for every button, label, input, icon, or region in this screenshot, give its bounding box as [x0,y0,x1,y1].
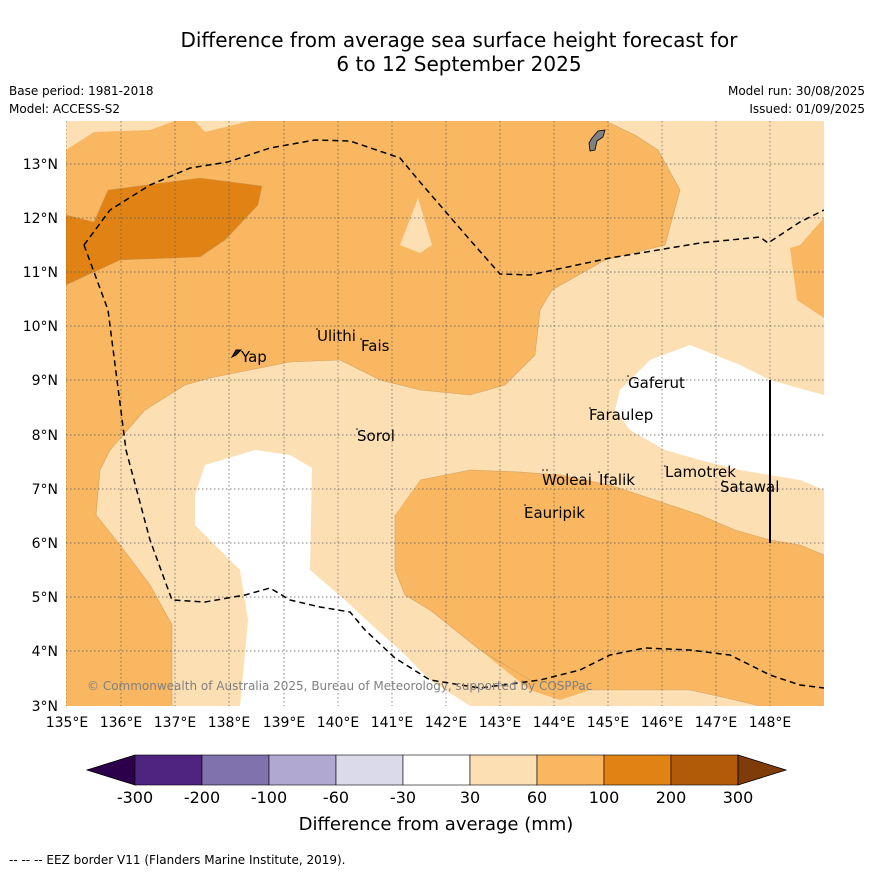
place-label-woleai: Woleai [542,471,592,489]
eez-border-north [83,139,824,276]
colorbar-segment [268,754,337,786]
yap-island [230,349,243,359]
band-30-60-topleft [66,121,175,150]
colorbar-tick-label: 60 [527,788,547,807]
place-label-gaferut: Gaferut [628,374,685,392]
lat-label: 11°N [23,265,58,281]
colorbar-tick-label: 30 [460,788,480,807]
place-label-sorol: Sorol [357,427,395,445]
lat-label: 13°N [23,157,58,173]
band-60-100-east [790,218,824,318]
place-label-ulithi: Ulithi [317,327,356,345]
model-text: Model: ACCESS-S2 [9,102,121,116]
eez-footnote: -- -- -- EEZ border V11 (Flanders Marine… [9,853,346,867]
graticule [66,121,824,706]
lon-label: 144°E [533,715,576,731]
colorbar-segment [335,754,404,786]
colorbar-segment [469,754,538,786]
place-label-yap: Yap [240,348,267,366]
lon-label: 148°E [749,715,792,731]
colorbar-segment [134,754,203,786]
place-label-satawal: Satawal [720,478,779,496]
lon-label: 142°E [425,715,468,731]
band-30-60-topstrip [195,121,250,132]
place-label-ifalik: Ifalik [599,471,635,489]
colorbar-tick-label: 200 [656,788,687,807]
colorbar-tick-label: -60 [323,788,349,807]
band-60-100-south [395,470,824,706]
title-line-1: Difference from average sea surface heig… [180,28,738,52]
band-60-100-southwest [66,470,172,706]
lon-axis-labels: 135°E 136°E 137°E 138°E 139°E 140°E 141°… [46,715,792,731]
lat-axis-labels: 13°N 12°N 11°N 10°N 9°N 8°N 7°N 6°N 5°N … [23,157,58,715]
colorbar-tick-label: -300 [117,788,153,807]
lon-label: 147°E [695,715,738,731]
lat-label: 7°N [32,482,58,498]
issued-text: Issued: 01/09/2025 [749,102,865,116]
colorbar-segment [536,754,605,786]
colorbar-segment [670,754,739,786]
lon-label: 138°E [208,715,251,731]
lon-label: 135°E [46,715,89,731]
meta-right: Model run: 30/08/2025 Issued: 01/09/2025 [728,82,865,118]
colorbar-tick-label: -200 [184,788,220,807]
colorbar-under-arrow [85,754,136,786]
place-label-faraulep: Faraulep [589,406,653,424]
base-period-text: Base period: 1981-2018 [9,84,154,98]
lon-label: 145°E [587,715,630,731]
place-label-lamotrek: Lamotrek [665,463,736,481]
lat-label: 6°N [32,536,58,552]
lon-label: 136°E [100,715,143,731]
band-100-200 [66,178,262,285]
colorbar-segment [603,754,672,786]
lon-label: 141°E [371,715,414,731]
eez-border-south [83,244,824,689]
colorbar-tick-label: 100 [589,788,620,807]
colorbar-tick-label: -100 [251,788,287,807]
place-label-fais: Fais [361,337,390,355]
place-label-eauripik: Eauripik [524,504,585,522]
lon-label: 137°E [154,715,197,731]
lon-label: 140°E [317,715,360,731]
band-neutral-east [615,345,824,490]
model-run-text: Model run: 30/08/2025 [727,84,865,98]
lat-label: 9°N [32,373,58,389]
lat-label: 5°N [32,590,58,606]
meta-left: Base period: 1981-2018 Model: ACCESS-S2 [9,82,154,118]
lat-label: 4°N [32,644,58,660]
colorbar-segment [402,754,471,786]
colorbar-tick-label: 300 [723,788,754,807]
contour-fill [66,121,824,706]
colorbar-tick-labels: -300 -200 -100 -60 -30 30 60 100 200 300 [117,788,753,807]
colorbar [85,754,788,786]
band-neutral-west [195,450,470,706]
colorbar-over-arrow [737,754,788,786]
lon-label: 139°E [263,715,306,731]
lat-label: 10°N [23,319,58,335]
band-30-60-pocket [400,198,432,253]
colorbar-segment [201,754,270,786]
copyright-text: © Commonwealth of Australia 2025, Bureau… [87,679,592,693]
guam-island [588,129,606,152]
title-line-2: 6 to 12 September 2025 [336,52,582,76]
lon-label: 146°E [641,715,684,731]
lat-label: 8°N [32,428,58,444]
colorbar-title: Difference from average (mm) [299,814,574,835]
atoll-markers [316,328,724,506]
chart-title: Difference from average sea surface heig… [0,28,873,76]
lat-label: 12°N [23,211,58,227]
lat-label: 3°N [32,699,58,715]
colorbar-tick-label: -30 [390,788,416,807]
lon-label: 143°E [479,715,522,731]
